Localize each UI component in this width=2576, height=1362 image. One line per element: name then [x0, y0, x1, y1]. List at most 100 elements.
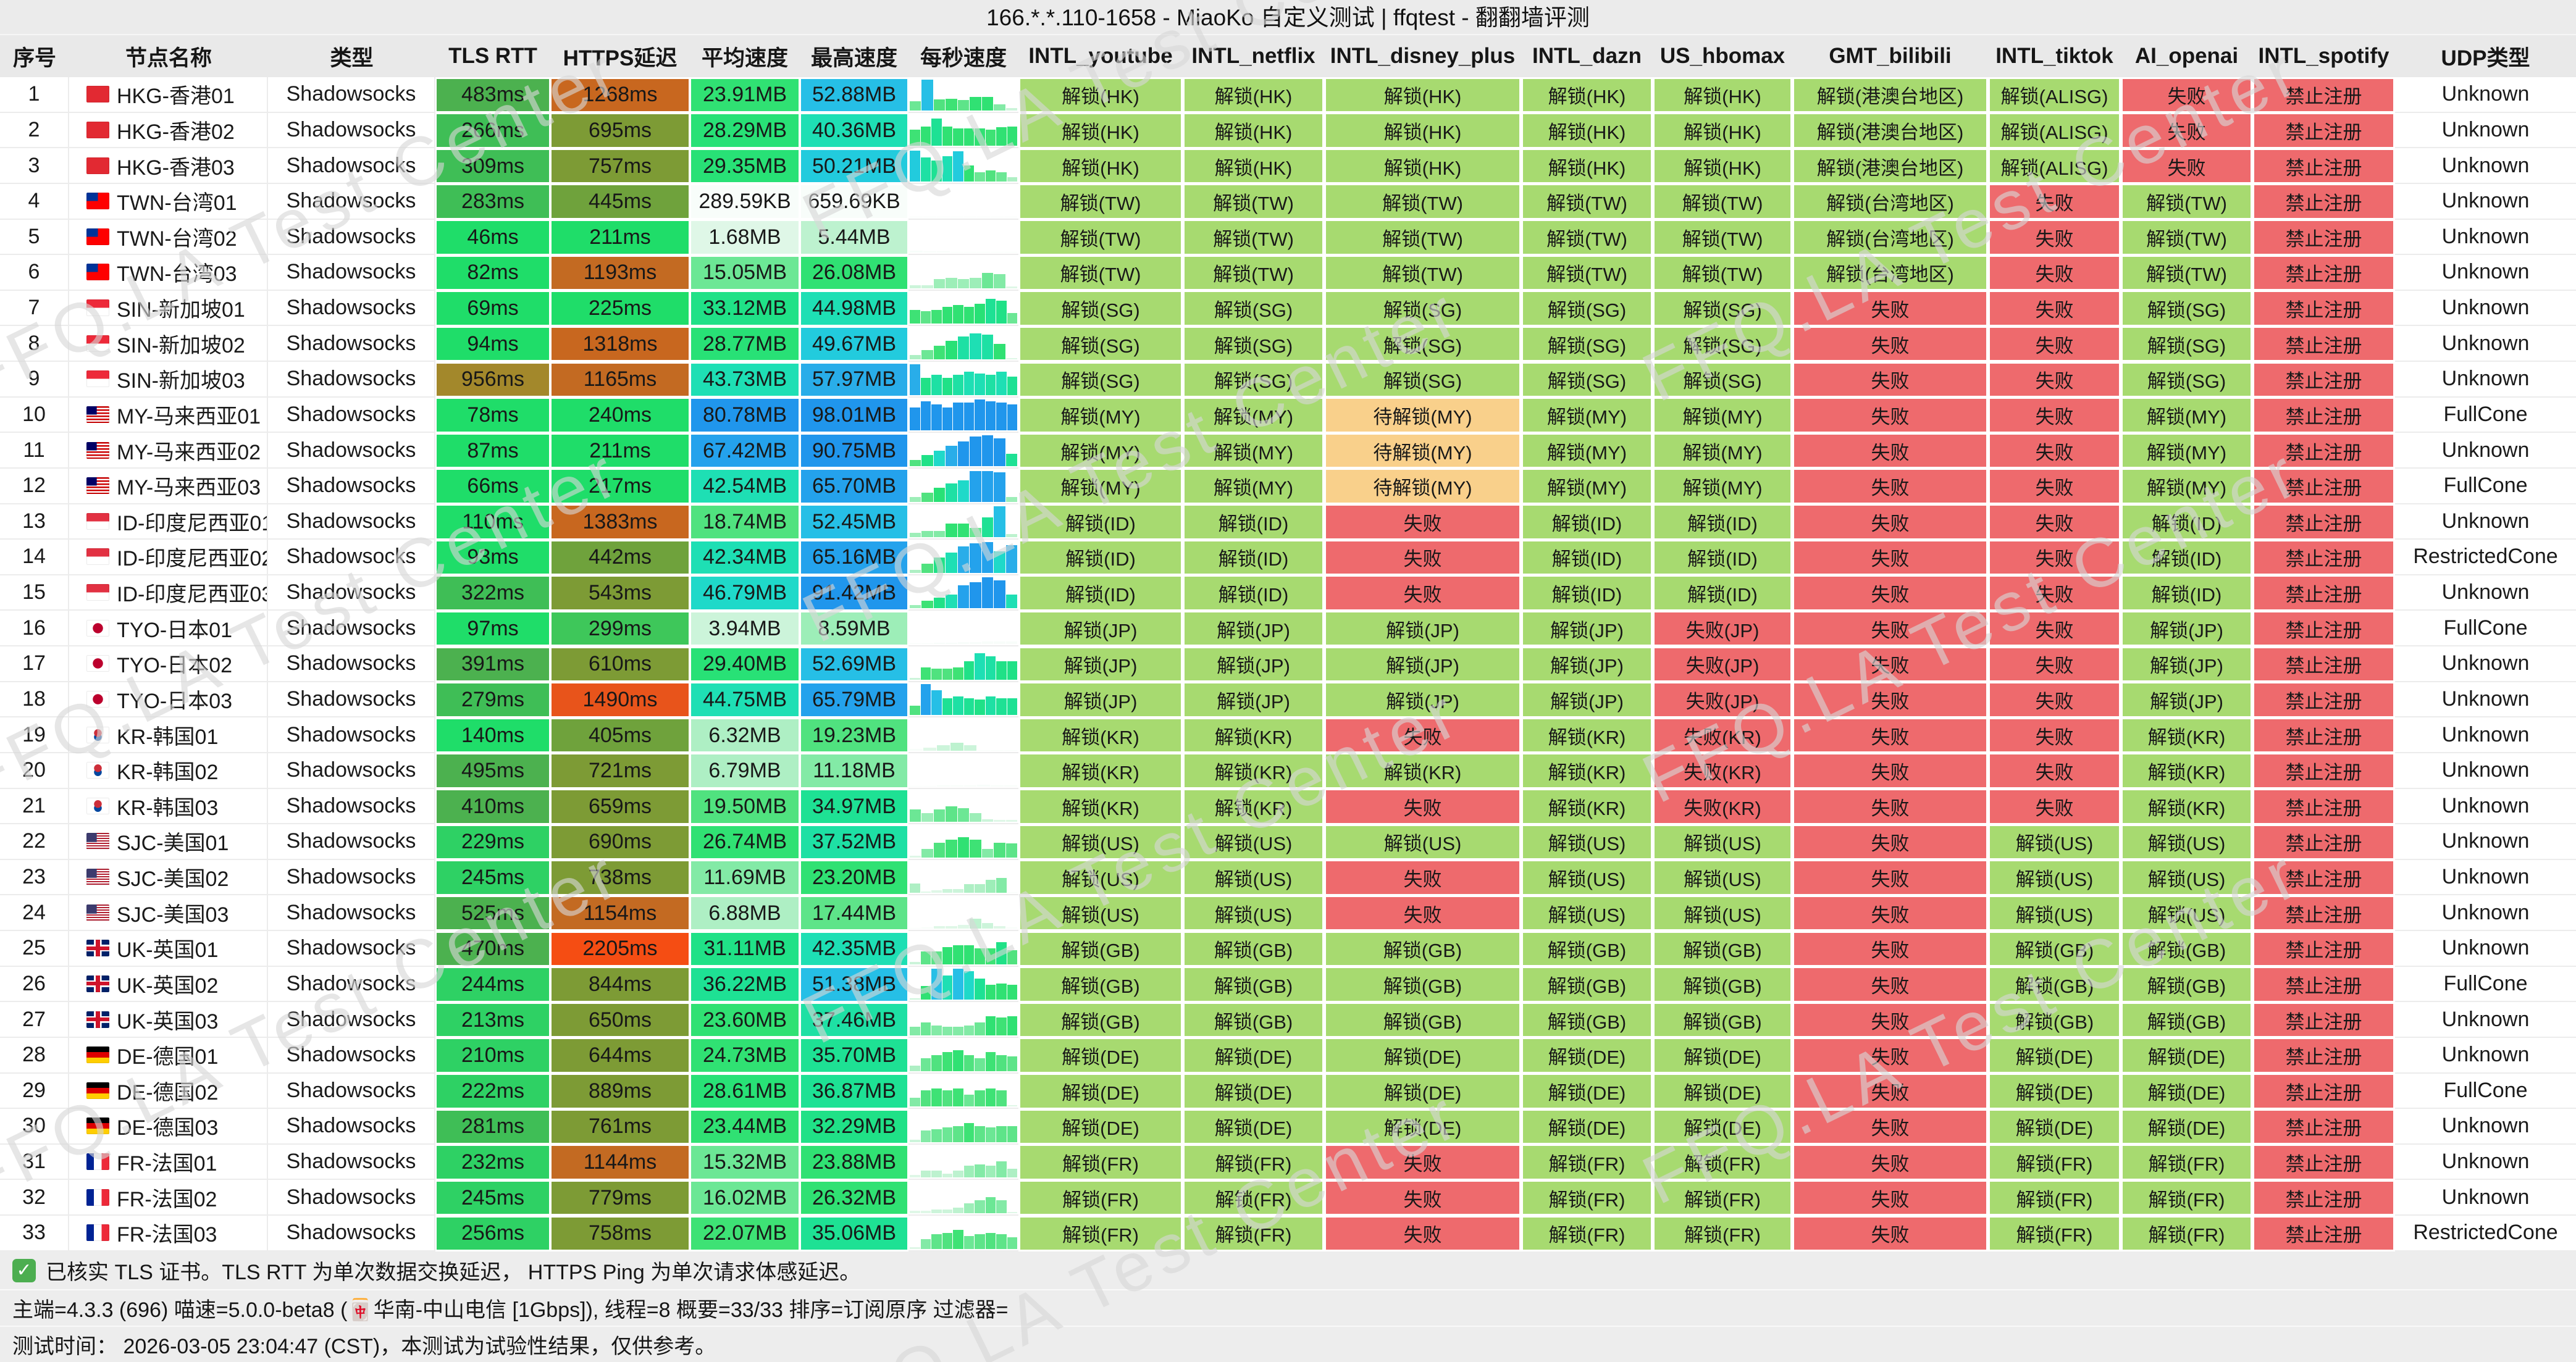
row-index: 11: [0, 433, 69, 469]
unlock-disney-plus: 失败: [1324, 1145, 1521, 1180]
unlock-hbomax: 解锁(TW): [1653, 255, 1792, 291]
unlock-hbomax: 失败(JP): [1653, 682, 1792, 718]
unlock-spotify: 禁止注册: [2252, 824, 2395, 860]
unlock-hbomax: 失败(KR): [1653, 753, 1792, 789]
unlock-disney-plus: 待解锁(MY): [1324, 433, 1521, 469]
max-speed-value: 49.67MB: [800, 326, 908, 362]
sparkline-bar: [920, 378, 931, 395]
sparkline-bar: [942, 1210, 952, 1213]
unlock-youtube: 解锁(US): [1018, 895, 1183, 931]
sparkline-bar: [963, 1055, 974, 1071]
unlock-hbomax: 解锁(SG): [1653, 326, 1792, 362]
sparkline-bar: [910, 1139, 920, 1142]
unlock-spotify: 禁止注册: [2252, 184, 2395, 220]
country-flag-icon: [86, 477, 109, 495]
max-speed-value: 8.59MB: [800, 611, 908, 646]
sparkline-bar: [953, 375, 963, 395]
sparkline-bar: [921, 813, 933, 822]
unlock-spotify: 禁止注册: [2252, 931, 2395, 967]
unlock-dazn: 解锁(ID): [1521, 504, 1653, 540]
avg-speed-value: 46.79MB: [690, 575, 800, 611]
per-second-speed-sparkline: [908, 860, 1018, 896]
sparkline-bar: [910, 1211, 920, 1213]
node-type: Shadowsocks: [268, 931, 435, 967]
avg-speed-value: 22.07MB: [690, 1216, 800, 1251]
max-speed-value: 23.88MB: [800, 1145, 908, 1180]
per-second-speed-sparkline: [908, 824, 1018, 860]
sparkline-bar: [910, 251, 923, 253]
max-speed-value: 57.97MB: [800, 362, 908, 398]
unlock-disney-plus: 解锁(TW): [1324, 255, 1521, 291]
sparkline-bar: [910, 407, 920, 431]
sparkline-bar: [977, 785, 991, 787]
unlock-disney-plus: 失败: [1324, 1216, 1521, 1251]
unlock-dazn: 解锁(HK): [1521, 148, 1653, 184]
sparkline-bar: [975, 128, 985, 146]
table-row: 16 TYO-日本01 Shadowsocks 97ms 299ms 3.94MB 8.59…: [0, 611, 2576, 646]
sparkline-bar: [931, 404, 942, 431]
node-name-label: HKG-香港03: [117, 156, 235, 180]
max-speed-value: 52.88MB: [800, 77, 908, 113]
sparkline-bar: [957, 925, 970, 929]
footer-test-time: 测试时间： 2026-03-05 23:04:47 (CST)，本测试为试验性结…: [0, 1326, 2576, 1362]
unlock-dazn: 解锁(GB): [1521, 1002, 1653, 1038]
sparkline-bar: [920, 401, 931, 431]
country-flag-icon: [86, 228, 109, 245]
sparkline-bar: [996, 172, 1007, 182]
sparkline-bar: [970, 919, 981, 929]
sparkline-bar: [910, 150, 920, 182]
country-flag-icon: [86, 548, 109, 566]
unlock-bilibili: 失败: [1792, 1216, 1988, 1251]
node-type: Shadowsocks: [268, 540, 435, 575]
sparkline-bar: [975, 303, 985, 324]
unlock-hbomax: 失败(KR): [1653, 789, 1792, 825]
sparkline-bar: [994, 842, 1005, 858]
avg-speed-value: 67.42MB: [690, 433, 800, 469]
avg-speed-value: 44.75MB: [690, 682, 800, 718]
tls-rtt-value: 279ms: [435, 682, 550, 718]
unlock-openai: 失败: [2121, 77, 2252, 113]
node-name: KR-韩国03: [69, 788, 268, 825]
per-second-speed-sparkline: [908, 433, 1018, 469]
unlock-tiktok: 解锁(ALISG): [1988, 77, 2121, 113]
tls-rtt-value: 309ms: [435, 148, 550, 184]
sparkline-bar: [910, 1065, 920, 1071]
node-type: Shadowsocks: [268, 112, 435, 149]
per-second-speed-sparkline: [908, 717, 1018, 753]
sparkline-bar: [933, 278, 946, 288]
sparkline-bar: [921, 600, 933, 609]
unlock-tiktok: 失败: [1988, 362, 2121, 398]
window-title: 166.*.*.110-1658 - MiaoKo 自定义测试 | ffqtes…: [0, 0, 2576, 35]
per-second-speed-sparkline: [908, 220, 1018, 256]
table-row: 17 TYO-日本02 Shadowsocks 391ms 610ms 29.40MB 52…: [0, 646, 2576, 682]
unlock-openai: 解锁(DE): [2121, 1074, 2252, 1109]
node-name-label: ID-印度尼西亚01: [117, 511, 268, 535]
unlock-netflix: 解锁(US): [1183, 895, 1324, 931]
unlock-bilibili: 失败: [1792, 1180, 1988, 1216]
node-type: Shadowsocks: [268, 1037, 435, 1074]
sparkline-bar: [963, 1166, 974, 1178]
country-flag-icon: [86, 1118, 109, 1135]
sparkline-bar: [1007, 1126, 1017, 1142]
sparkline-bar: [921, 492, 933, 502]
unlock-spotify: 禁止注册: [2252, 362, 2395, 398]
tls-rtt-value: 66ms: [435, 469, 550, 504]
unlock-openai: 解锁(US): [2121, 895, 2252, 931]
sparkline-bar: [923, 785, 936, 787]
unlock-bilibili: 失败: [1792, 860, 1988, 896]
https-latency-value: 1154ms: [550, 895, 690, 931]
country-flag-icon: [86, 1224, 109, 1242]
unlock-bilibili: 失败: [1792, 540, 1988, 575]
unlock-bilibili: 失败: [1792, 646, 1988, 682]
table-row: 33 FR-法国03 Shadowsocks 256ms 758ms 22.07MB 35.…: [0, 1216, 2576, 1251]
table-row: 31 FR-法国01 Shadowsocks 232ms 1144ms 15.32MB 23…: [0, 1144, 2576, 1180]
unlock-dazn: 解锁(SG): [1521, 326, 1653, 362]
node-name-label: HKG-香港01: [117, 85, 235, 109]
unlock-disney-plus: 失败: [1324, 789, 1521, 825]
sparkline-bar: [931, 690, 942, 716]
unlock-tiktok: 失败: [1988, 753, 2121, 789]
table-row: 24 SJC-美国03 Shadowsocks 525ms 1154ms 6.88MB 17…: [0, 895, 2576, 931]
node-name-label: FR-法国03: [117, 1223, 217, 1247]
table-body: 1 HKG-香港01 Shadowsocks 483ms 1268ms 23.91MB 52…: [0, 77, 2576, 1251]
sparkline-bar: [994, 551, 1005, 573]
